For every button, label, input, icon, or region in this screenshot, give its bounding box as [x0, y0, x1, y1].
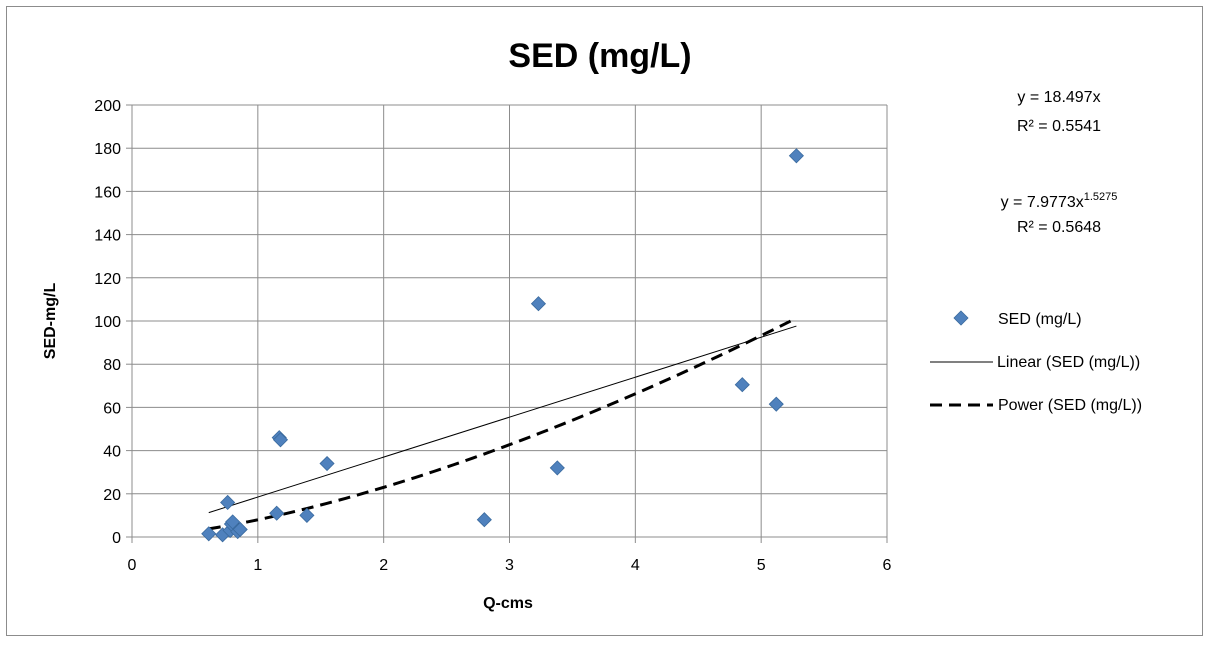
x-tick-label: 5 — [757, 557, 766, 574]
axes: 0 20 40 60 80 100 120 140 160 180 200 0 1 2 3 4 5 6 — [94, 98, 891, 574]
data-point — [476, 512, 492, 528]
legend: SED (mg/L) Linear (SED (mg/L)) Power (SE… — [930, 310, 1142, 414]
gridlines — [132, 104, 888, 537]
data-point — [232, 521, 248, 538]
y-tick-label: 60 — [103, 400, 121, 417]
trendline-equations: y = 18.497x R² = 0.5541 y = 7.9773x1.527… — [1001, 89, 1118, 236]
data-point — [788, 148, 804, 164]
power-equation-base: y = 7.9773x — [1001, 194, 1084, 211]
data-point — [734, 377, 750, 393]
y-tick-label: 200 — [94, 98, 121, 115]
y-tick-label: 120 — [94, 271, 121, 288]
legend-item-sed: SED (mg/L) — [953, 310, 1082, 328]
y-tick-label: 80 — [103, 357, 121, 374]
x-tick-label: 2 — [379, 557, 388, 574]
legend-label-sed: SED (mg/L) — [998, 311, 1082, 328]
data-point — [768, 396, 784, 412]
y-tick-label: 160 — [94, 184, 121, 201]
y-tick-label: 40 — [103, 444, 121, 461]
data-point — [530, 296, 547, 312]
legend-label-power: Power (SED (mg/L)) — [998, 397, 1142, 414]
data-point — [201, 526, 217, 542]
x-axis-title: Q-cms — [483, 595, 533, 612]
y-tick-label: 140 — [94, 228, 121, 245]
data-point — [299, 507, 315, 523]
x-tick-label: 0 — [128, 557, 137, 574]
legend-item-power: Power (SED (mg/L)) — [930, 397, 1142, 414]
y-tick-label: 100 — [94, 314, 121, 331]
y-tick-label: 0 — [112, 530, 121, 547]
y-tick-label: 180 — [94, 141, 121, 158]
power-equation-exponent: 1.5275 — [1084, 191, 1118, 203]
legend-item-linear: Linear (SED (mg/L)) — [930, 354, 1140, 371]
legend-label-linear: Linear (SED (mg/L)) — [997, 354, 1140, 371]
power-equation-label: y = 7.9773x1.5275 — [1001, 191, 1118, 211]
data-point — [549, 460, 565, 476]
data-point — [220, 494, 236, 511]
y-tick-label: 20 — [103, 487, 121, 504]
x-tick-label: 4 — [631, 557, 640, 574]
x-tick-label: 3 — [505, 557, 514, 574]
linear-equation-label: y = 18.497x — [1017, 89, 1100, 106]
power-r2-label: R² = 0.5648 — [1017, 219, 1101, 236]
linear-trendline — [208, 325, 797, 514]
data-point — [272, 432, 289, 448]
chart-title: SED (mg/L) — [508, 37, 691, 75]
x-tick-label: 1 — [253, 557, 262, 574]
linear-r2-label: R² = 0.5541 — [1017, 118, 1101, 135]
data-point — [225, 514, 241, 530]
y-axis-title: SED-mg/L — [42, 283, 59, 360]
data-point — [269, 505, 285, 521]
legend-diamond-icon — [953, 310, 969, 326]
x-tick-label: 6 — [883, 557, 892, 574]
data-point — [319, 455, 335, 472]
data-points — [201, 148, 804, 543]
